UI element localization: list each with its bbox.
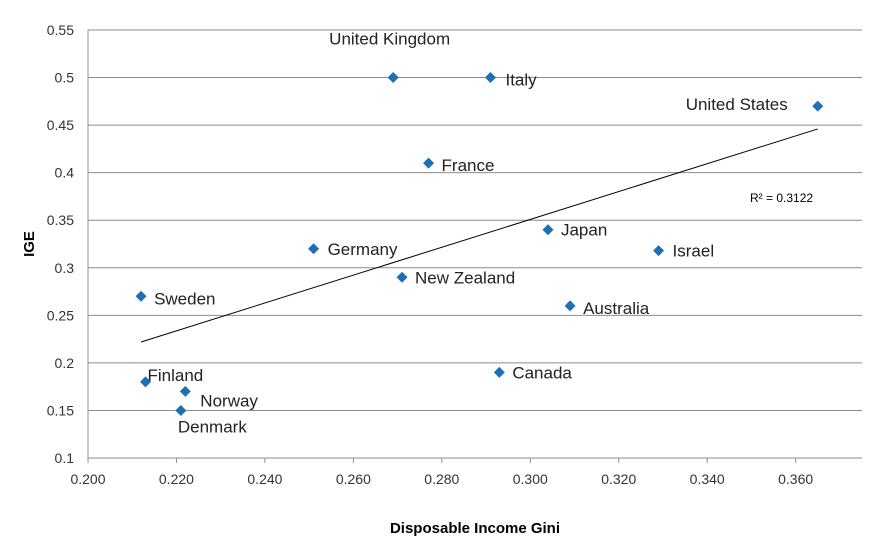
y-tick-label: 0.3 xyxy=(55,260,75,276)
x-tick-label: 0.220 xyxy=(159,471,194,487)
point-label: Finland xyxy=(147,366,203,385)
point-label: Sweden xyxy=(154,289,215,308)
data-points xyxy=(135,72,824,416)
y-tick-label: 0.25 xyxy=(47,307,74,323)
x-tick-label: 0.200 xyxy=(70,471,105,487)
point-label: Japan xyxy=(561,221,607,240)
data-point xyxy=(396,271,408,283)
point-label: United Kingdom xyxy=(329,30,450,49)
y-tick-label: 0.1 xyxy=(55,450,75,466)
y-tick-label: 0.45 xyxy=(47,117,74,133)
data-point xyxy=(175,404,187,416)
point-label: United States xyxy=(686,95,788,114)
point-label: Italy xyxy=(505,71,537,90)
x-tick-label: 0.280 xyxy=(424,471,459,487)
y-tick-label: 0.4 xyxy=(55,165,75,181)
data-point xyxy=(542,224,554,236)
data-point xyxy=(135,290,147,302)
point-label: France xyxy=(442,156,495,175)
data-point xyxy=(564,300,576,312)
x-tick-label: 0.300 xyxy=(513,471,548,487)
y-tick-label: 0.5 xyxy=(55,70,75,86)
y-tick-label: 0.35 xyxy=(47,212,74,228)
r-squared-label: R² = 0.3122 xyxy=(750,191,813,205)
data-point xyxy=(653,245,665,257)
point-label: Germany xyxy=(328,240,398,259)
data-point xyxy=(423,157,435,169)
y-axis-title: IGE xyxy=(21,231,38,257)
y-tick-label: 0.15 xyxy=(47,402,74,418)
x-tick-label: 0.340 xyxy=(690,471,725,487)
y-tick-label: 0.55 xyxy=(47,22,74,38)
data-point xyxy=(484,72,496,84)
x-tick-label: 0.240 xyxy=(247,471,282,487)
y-axis-ticks: 0.1 0.15 0.2 0.25 0.3 0.35 0.4 0.45 0.5 0.55 xyxy=(47,22,74,466)
point-label: New Zealand xyxy=(415,268,515,287)
point-label: Australia xyxy=(583,299,650,318)
data-point xyxy=(179,385,191,397)
data-point xyxy=(812,100,824,112)
data-point xyxy=(387,72,399,84)
trendline xyxy=(140,128,818,343)
point-label: Norway xyxy=(200,391,258,410)
y-tick-label: 0.2 xyxy=(55,355,75,371)
data-point xyxy=(308,243,320,255)
x-tick-label: 0.260 xyxy=(336,471,371,487)
point-labels: United Kingdom Italy United States France Ja… xyxy=(147,30,787,437)
x-axis-title: Disposable Income Gini xyxy=(390,520,560,537)
data-point xyxy=(139,376,151,388)
point-label: Israel xyxy=(673,242,715,261)
x-tick-label: 0.320 xyxy=(601,471,636,487)
data-point xyxy=(493,366,505,378)
x-axis-ticks: 0.200 0.220 0.240 0.260 0.280 0.300 0.320 0.340… xyxy=(70,458,813,487)
point-label: Canada xyxy=(512,363,572,382)
grid-lines xyxy=(87,29,862,458)
x-tick-label: 0.360 xyxy=(778,471,813,487)
point-label: Denmark xyxy=(178,417,247,436)
